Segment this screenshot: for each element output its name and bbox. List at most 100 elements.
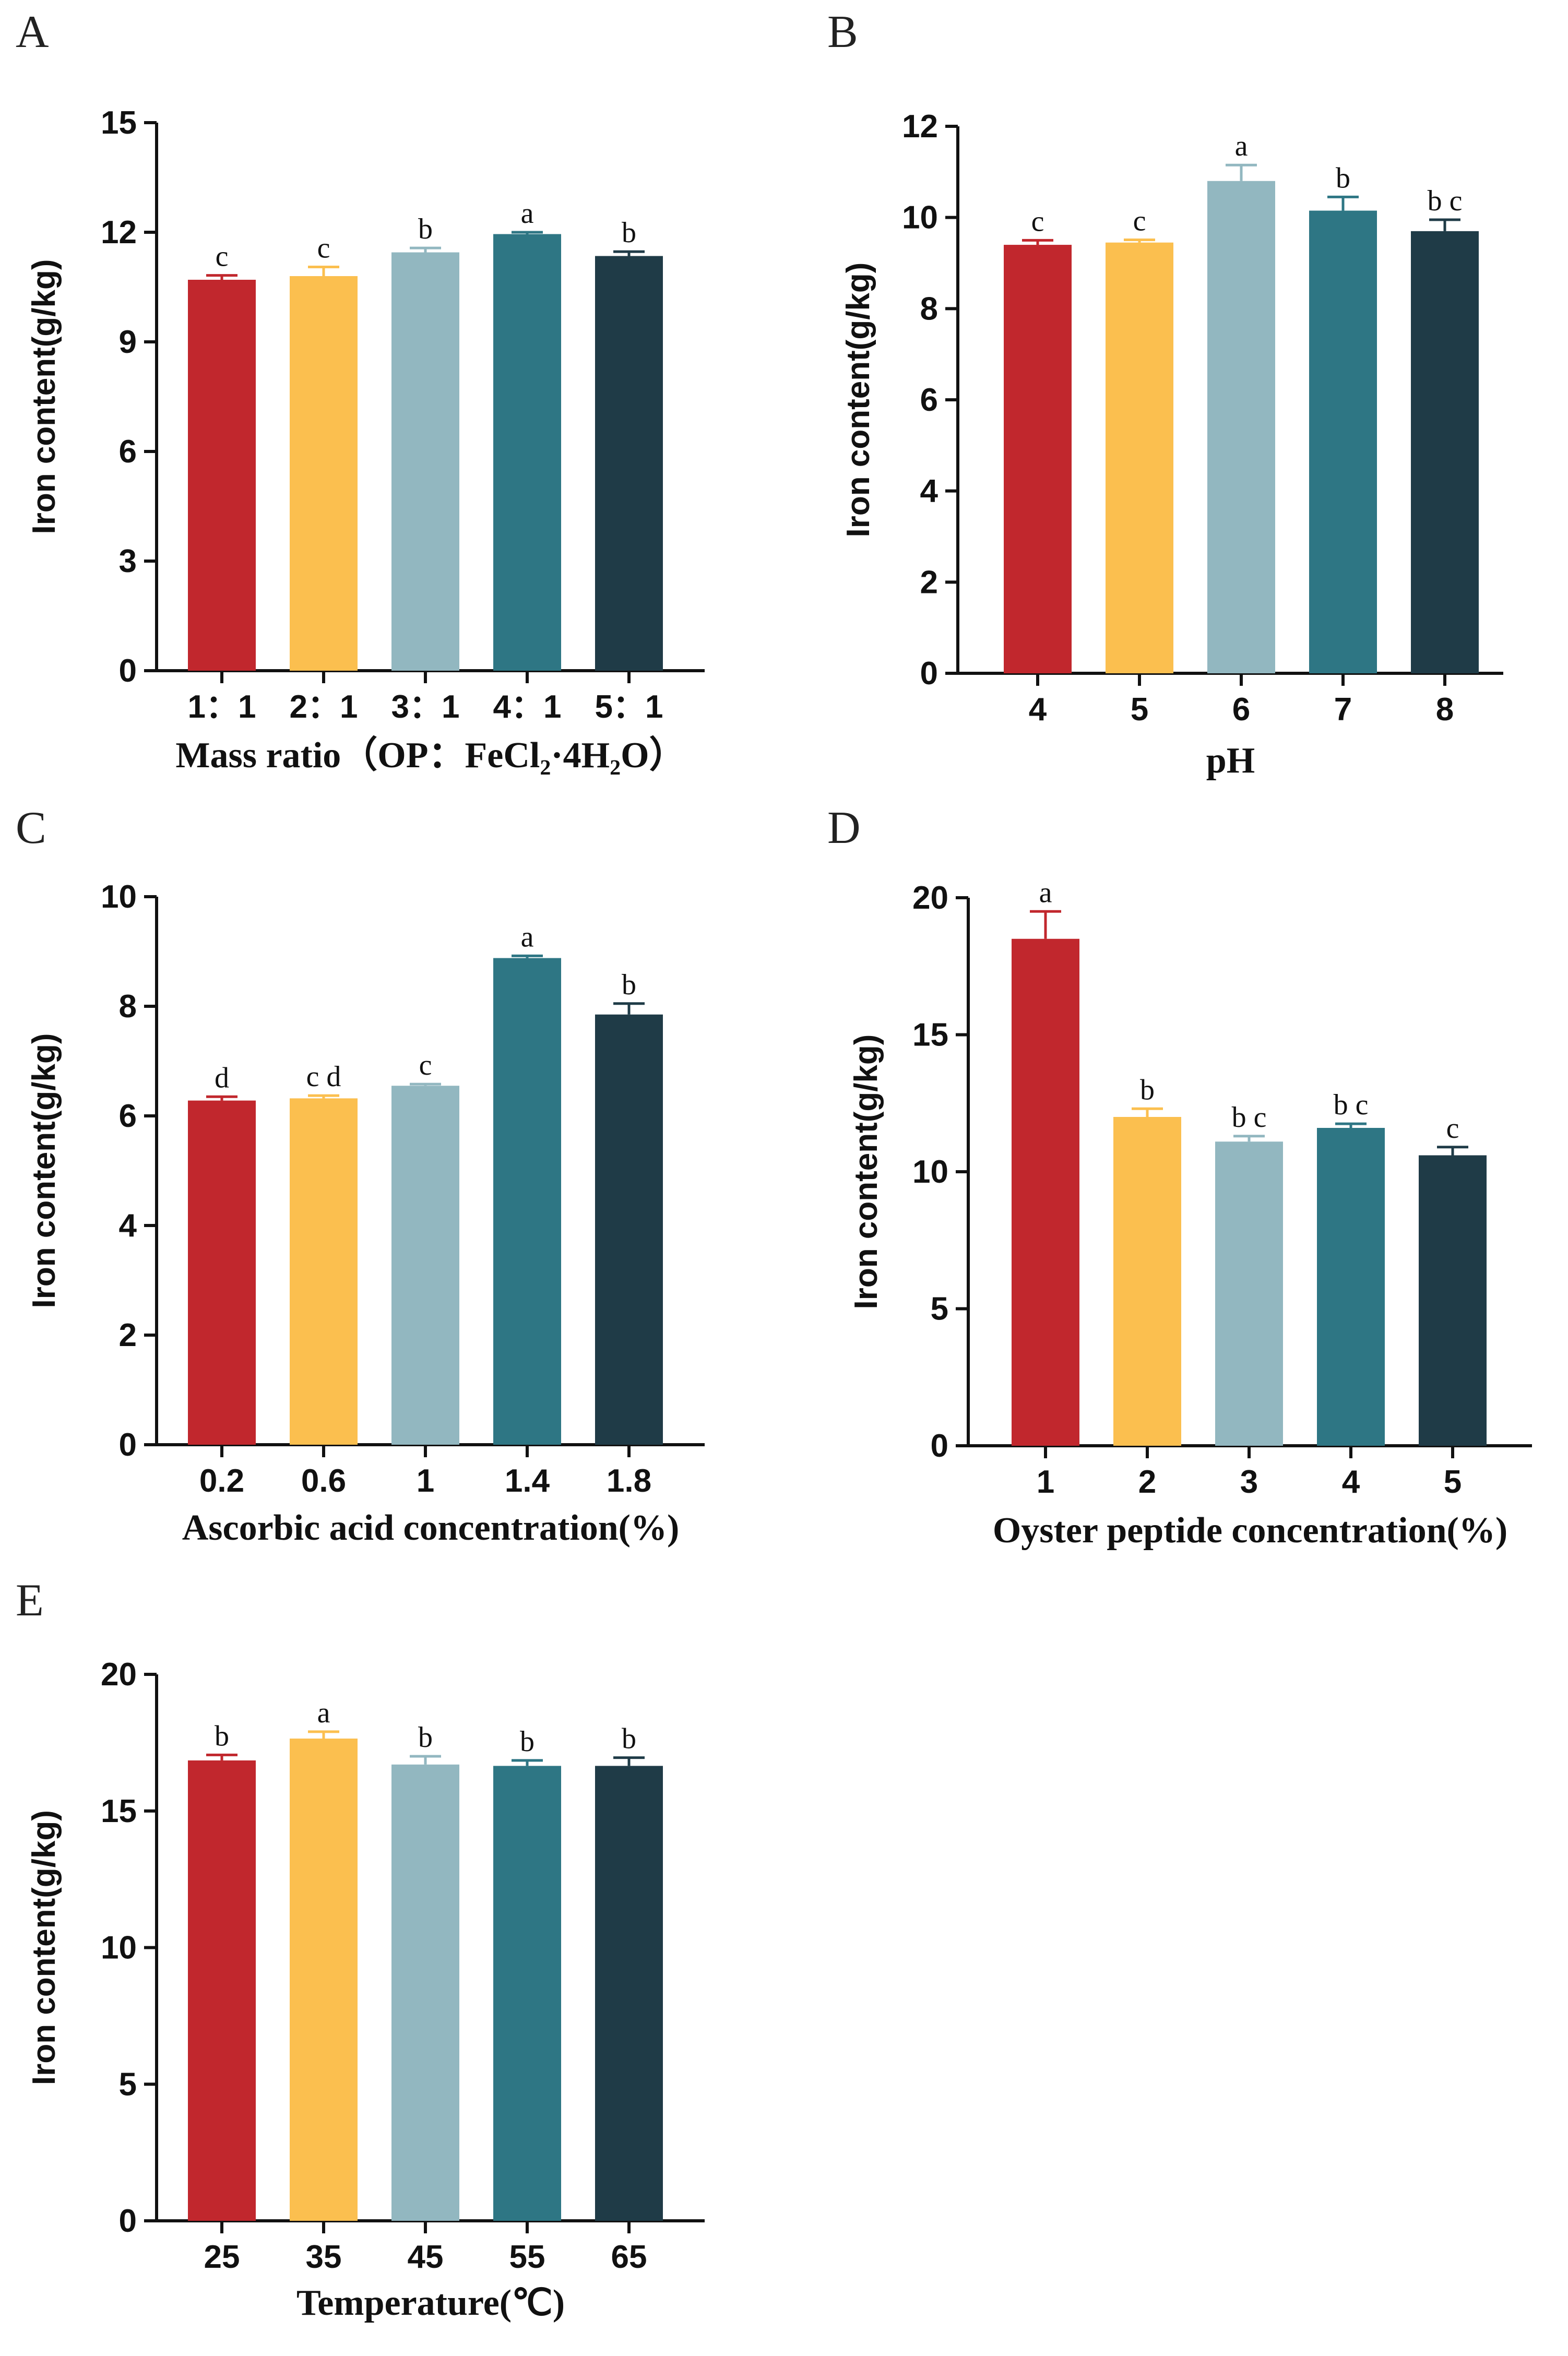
y-axis-label: Iron content(g/kg) — [26, 259, 62, 534]
panel-e: E 0 5 10 15 20 b 25 a 35 b 45 b 55 b 65 Iron content(g/k… — [16, 1575, 705, 2323]
x-tick-label: 1.8 — [607, 1463, 651, 1499]
y-tick-label: 0 — [920, 656, 938, 692]
x-tick-label: 6 — [1232, 692, 1250, 728]
y-tick-label: 6 — [920, 382, 938, 418]
bar — [290, 276, 358, 671]
bar — [1004, 245, 1072, 674]
x-axis-label: Ascorbic acid concentration(%) — [182, 1508, 680, 1548]
x-tick-label: 25 — [204, 2239, 240, 2275]
x-tick-label: 5 — [1131, 692, 1148, 728]
panel-c: C 0 2 4 6 8 10 d 0.2 c d 0.6 c 1 a 1.4 b 1.8 Iron content… — [16, 803, 705, 1548]
bar — [1207, 181, 1275, 673]
x-tick-label: 55 — [509, 2239, 545, 2275]
significance-letter: b — [1140, 1074, 1155, 1106]
y-axis-label: Iron content(g/kg) — [840, 263, 876, 538]
y-tick-label: 0 — [119, 2203, 137, 2239]
significance-letter: b c — [1232, 1101, 1267, 1134]
x-tick-label: 0.6 — [301, 1463, 346, 1499]
significance-letter: c — [216, 241, 229, 273]
bar — [493, 1766, 561, 2221]
significance-letter: a — [521, 197, 534, 230]
x-tick-label: 4 — [1029, 692, 1047, 728]
x-axis-label: Mass ratio（OP：FeCl₂·4H₂O） — [175, 735, 685, 776]
y-tick-label: 4 — [920, 473, 939, 509]
y-tick-label: 10 — [902, 200, 938, 236]
bar — [391, 1086, 459, 1445]
y-axis-label: Iron content(g/kg) — [26, 1810, 62, 2085]
y-tick-label: 6 — [119, 434, 137, 470]
significance-letter: c — [1031, 205, 1044, 237]
bar — [188, 1760, 256, 2221]
y-tick-label: 0 — [931, 1428, 948, 1464]
y-tick-label: 3 — [119, 543, 137, 579]
bar — [391, 252, 459, 671]
significance-letter: b — [520, 1726, 534, 1758]
significance-letter: c — [1446, 1112, 1459, 1145]
y-tick-label: 8 — [119, 989, 137, 1025]
y-tick-label: 10 — [101, 879, 137, 915]
significance-letter: b — [622, 969, 636, 1001]
x-tick-label: 1 — [417, 1463, 434, 1499]
bar — [1309, 210, 1377, 674]
bar — [1012, 938, 1079, 1446]
bar — [290, 1739, 358, 2221]
y-axis-label: Iron content(g/kg) — [848, 1034, 884, 1310]
significance-letter: d — [215, 1062, 229, 1094]
panel-letter: E — [16, 1575, 44, 1626]
y-tick-label: 20 — [912, 880, 948, 916]
significance-letter: c — [317, 232, 330, 265]
x-tick-label: 7 — [1334, 692, 1352, 728]
y-tick-label: 5 — [119, 2066, 137, 2102]
y-tick-label: 10 — [912, 1154, 948, 1190]
bar — [1215, 1141, 1283, 1446]
bar — [188, 280, 256, 671]
y-tick-label: 5 — [931, 1291, 948, 1327]
panel-letter: A — [16, 7, 49, 57]
significance-letter: b — [418, 1721, 433, 1754]
significance-letter: c — [1133, 205, 1146, 237]
y-tick-label: 15 — [101, 105, 137, 141]
x-tick-label: 2：1 — [290, 689, 358, 725]
significance-letter: a — [317, 1697, 330, 1729]
significance-letter: a — [1235, 130, 1248, 162]
significance-letter: c — [419, 1049, 432, 1081]
x-tick-label: 3：1 — [391, 689, 460, 725]
y-tick-label: 0 — [119, 1427, 137, 1463]
y-tick-label: 12 — [101, 215, 137, 251]
bar — [1411, 231, 1479, 673]
y-tick-label: 4 — [119, 1208, 137, 1244]
bar — [595, 256, 663, 671]
y-tick-label: 10 — [101, 1930, 137, 1966]
x-axis-label: pH — [1206, 741, 1255, 781]
x-tick-label: 45 — [408, 2239, 444, 2275]
panel-d: D 0 5 10 15 20 a 1 b 2 b c 3 b c 4 c 5 Iron content(g/kg… — [827, 803, 1532, 1551]
x-tick-label: 0.2 — [199, 1463, 244, 1499]
x-tick-label: 1.4 — [505, 1463, 550, 1499]
significance-letter: b — [1336, 162, 1350, 194]
significance-letter: b — [622, 217, 636, 249]
significance-letter: b — [418, 213, 433, 245]
x-tick-label: 5 — [1444, 1464, 1462, 1500]
panel-letter: C — [16, 803, 46, 853]
y-tick-label: 6 — [119, 1098, 137, 1134]
significance-letter: b c — [1428, 185, 1463, 217]
y-axis-label: Iron content(g/kg) — [26, 1033, 62, 1308]
x-tick-label: 5：1 — [595, 689, 663, 725]
bar — [595, 1766, 663, 2221]
bar — [595, 1014, 663, 1445]
y-tick-label: 2 — [920, 564, 938, 600]
bar — [1113, 1117, 1181, 1446]
x-tick-label: 1：1 — [188, 689, 256, 725]
y-tick-label: 12 — [902, 109, 938, 145]
x-tick-label: 35 — [306, 2239, 342, 2275]
bar — [1106, 242, 1173, 673]
panel-b: B 0 2 4 6 8 10 12 c 4 c 5 a 6 b 7 b c 8 Iron content(g/kg)… — [827, 7, 1503, 781]
x-tick-label: 65 — [611, 2239, 647, 2275]
significance-letter: b — [215, 1720, 229, 1752]
significance-letter: c d — [306, 1061, 341, 1093]
bar — [1317, 1128, 1385, 1446]
y-tick-label: 20 — [101, 1657, 137, 1693]
significance-letter: b — [622, 1723, 636, 1755]
bar — [493, 958, 561, 1445]
